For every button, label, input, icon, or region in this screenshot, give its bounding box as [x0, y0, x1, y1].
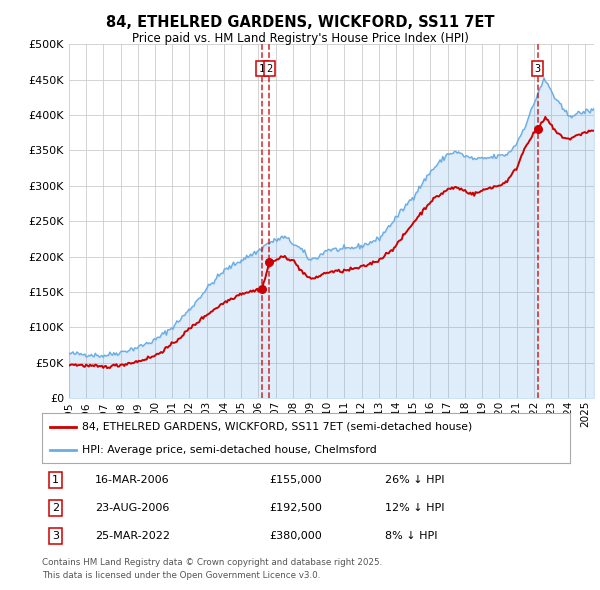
Text: 26% ↓ HPI: 26% ↓ HPI	[385, 475, 445, 484]
Text: 23-AUG-2006: 23-AUG-2006	[95, 503, 169, 513]
Text: 1: 1	[52, 475, 59, 484]
Text: 2: 2	[266, 64, 272, 74]
Text: 16-MAR-2006: 16-MAR-2006	[95, 475, 169, 484]
Text: 84, ETHELRED GARDENS, WICKFORD, SS11 7ET: 84, ETHELRED GARDENS, WICKFORD, SS11 7ET	[106, 15, 494, 30]
Text: HPI: Average price, semi-detached house, Chelmsford: HPI: Average price, semi-detached house,…	[82, 445, 376, 455]
Text: 25-MAR-2022: 25-MAR-2022	[95, 532, 170, 541]
Text: This data is licensed under the Open Government Licence v3.0.: This data is licensed under the Open Gov…	[42, 571, 320, 579]
Text: £155,000: £155,000	[269, 475, 322, 484]
Text: Price paid vs. HM Land Registry's House Price Index (HPI): Price paid vs. HM Land Registry's House …	[131, 32, 469, 45]
Text: 3: 3	[535, 64, 541, 74]
Text: £380,000: £380,000	[269, 532, 322, 541]
Text: 1: 1	[259, 64, 265, 74]
Text: 2: 2	[52, 503, 59, 513]
Text: £192,500: £192,500	[269, 503, 322, 513]
Text: 12% ↓ HPI: 12% ↓ HPI	[385, 503, 445, 513]
Text: 8% ↓ HPI: 8% ↓ HPI	[385, 532, 438, 541]
Text: 3: 3	[52, 532, 59, 541]
Text: Contains HM Land Registry data © Crown copyright and database right 2025.: Contains HM Land Registry data © Crown c…	[42, 558, 382, 566]
Text: 84, ETHELRED GARDENS, WICKFORD, SS11 7ET (semi-detached house): 84, ETHELRED GARDENS, WICKFORD, SS11 7ET…	[82, 421, 472, 431]
